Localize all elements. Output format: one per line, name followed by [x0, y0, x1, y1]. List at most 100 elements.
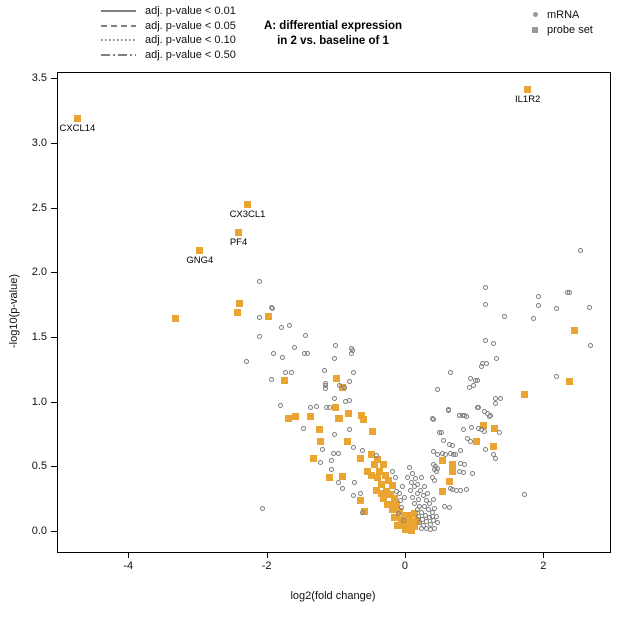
x-tick-mark: [128, 552, 130, 558]
mrna-point: [374, 453, 380, 459]
probe-set-point: [439, 457, 447, 465]
mrna-point: [418, 510, 424, 516]
legend-row-p005: adj. p-value < 0.05: [100, 19, 236, 34]
mrna-point: [301, 426, 307, 432]
mrna-point: [278, 325, 284, 331]
mrna-point: [482, 285, 488, 291]
mrna-point: [432, 525, 438, 531]
mrna-point: [469, 471, 475, 477]
probe-set-point: [235, 228, 243, 236]
probe-set-point: [377, 480, 385, 488]
mrna-point: [429, 510, 435, 516]
x-tick-label: -2: [261, 560, 272, 572]
mrna-point: [335, 450, 341, 456]
mrna-point: [448, 370, 454, 376]
mrna-point: [422, 503, 428, 509]
mrna-point: [420, 516, 426, 522]
mrna-point: [342, 398, 348, 404]
legend-row-mrna: mRNA: [531, 7, 593, 22]
mrna-point: [531, 316, 537, 322]
mrna-point: [565, 290, 571, 296]
probe-set-point: [472, 437, 480, 445]
probe-set-point: [394, 521, 402, 529]
mrna-point: [322, 385, 328, 391]
probe-set-point: [306, 413, 314, 421]
mrna-point: [434, 387, 440, 393]
probe-set-point: [196, 246, 204, 254]
mrna-point: [467, 438, 473, 444]
mrna-point: [536, 303, 542, 309]
mrna-point: [314, 404, 320, 410]
mrna-point: [423, 498, 429, 504]
probe-set-point: [407, 527, 415, 535]
circle-marker-icon: [531, 12, 539, 17]
mrna-point: [426, 515, 432, 521]
probe-set-point: [310, 454, 318, 462]
probe-set-point: [333, 374, 341, 382]
mrna-point: [318, 459, 324, 465]
mrna-point: [288, 370, 294, 376]
legend-row-p001: adj. p-value < 0.01: [100, 4, 236, 19]
mrna-point: [269, 305, 275, 311]
x-tick-label: 0: [401, 560, 408, 572]
mrna-point: [304, 351, 310, 357]
chart-title-line1: A: differential expression: [263, 20, 403, 32]
mrna-point: [331, 356, 337, 362]
mrna-point: [482, 301, 488, 307]
probe-set-point: [388, 481, 396, 489]
y-tick-mark: [51, 143, 57, 145]
probe-set-point: [383, 501, 391, 509]
y-tick-mark: [51, 466, 57, 468]
mrna-point: [406, 464, 412, 470]
probe-set-point: [390, 494, 398, 502]
mrna-point: [332, 432, 338, 438]
mrna-point: [286, 322, 292, 328]
probe-set-point: [381, 471, 389, 479]
mrna-point: [476, 405, 482, 411]
mrna-point: [422, 512, 428, 518]
probe-set-point: [449, 467, 457, 475]
mrna-point: [307, 405, 313, 411]
mrna-point: [446, 407, 452, 413]
mrna-point: [424, 519, 430, 525]
mrna-point: [496, 429, 502, 435]
mrna-point: [435, 451, 441, 457]
probe-set-point: [405, 511, 413, 519]
mrna-point: [336, 480, 342, 486]
mrna-point: [399, 504, 405, 510]
mrna-point: [330, 450, 336, 456]
probe-set-point: [331, 404, 339, 412]
probe-set-point: [233, 308, 241, 316]
probe-set-point: [395, 507, 403, 515]
probe-set-point: [374, 474, 382, 482]
mrna-point: [407, 488, 413, 494]
mrna-point: [485, 410, 491, 416]
mrna-point: [280, 354, 286, 360]
probe-set-point: [411, 523, 419, 531]
y-tick-label: 3.5: [31, 72, 47, 85]
mrna-point: [467, 375, 473, 381]
mrna-point: [587, 304, 593, 310]
probe-set-point: [410, 510, 418, 518]
mrna-point: [431, 416, 437, 422]
probe-set-point: [244, 201, 252, 209]
x-axis-title: log2(fold change): [290, 590, 376, 602]
dashdot-line-icon: [101, 54, 136, 56]
mrna-point: [458, 488, 464, 494]
mrna-point: [431, 449, 437, 455]
square-marker-icon: [531, 26, 539, 33]
probe-set-point: [393, 501, 401, 509]
mrna-point: [326, 405, 332, 411]
mrna-point: [283, 370, 289, 376]
mrna-point: [419, 475, 425, 481]
mrna-point: [440, 437, 446, 443]
mrna-point: [328, 467, 334, 473]
mrna-point: [418, 525, 424, 531]
probe-set-point: [345, 409, 353, 417]
mrna-point: [482, 338, 488, 344]
probe-set-point: [403, 518, 411, 526]
mrna-point: [428, 521, 434, 527]
x-tick-mark: [543, 552, 545, 558]
legend-label: mRNA: [547, 8, 580, 21]
mrna-point: [460, 469, 466, 475]
